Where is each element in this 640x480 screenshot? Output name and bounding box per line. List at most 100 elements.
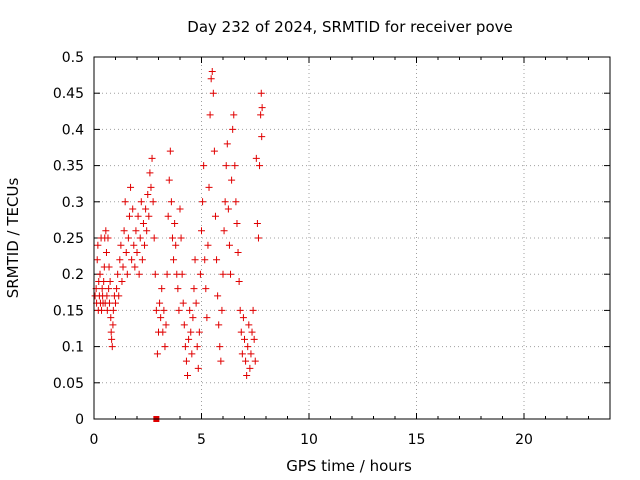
data-point: [164, 212, 172, 220]
data-point: [186, 306, 194, 314]
data-point: [171, 220, 179, 228]
data-point: [107, 328, 115, 336]
data-point: [223, 140, 231, 148]
data-point: [181, 343, 189, 351]
data-point: [258, 104, 266, 112]
y-tick-label: 0.15: [53, 303, 84, 319]
data-point: [205, 183, 213, 191]
y-tick-label: 0.3: [62, 195, 84, 211]
data-point: [235, 277, 243, 285]
data-point: [134, 212, 142, 220]
grid: [94, 57, 610, 419]
data-point: [159, 328, 167, 336]
data-point: [179, 299, 187, 307]
data-point: [145, 212, 153, 220]
data-point: [234, 248, 242, 256]
data-point: [147, 183, 155, 191]
data-point: [178, 270, 186, 278]
data-point: [100, 277, 108, 285]
data-point: [129, 205, 137, 213]
data-point: [229, 125, 237, 133]
chart-title: Day 232 of 2024, SRMTID for receiver pov…: [187, 18, 512, 36]
data-point: [231, 162, 239, 170]
data-point: [172, 241, 180, 249]
data-point: [113, 285, 121, 293]
data-point: [202, 285, 210, 293]
data-point: [109, 306, 117, 314]
data-point: [105, 285, 113, 293]
data-point: [196, 270, 204, 278]
y-tick-label: 0.2: [62, 267, 84, 283]
plot-frame: [93, 56, 611, 420]
data-point: [180, 321, 188, 329]
data-point: [199, 198, 207, 206]
data-point: [160, 306, 168, 314]
data-point: [257, 111, 265, 119]
data-point: [219, 270, 227, 278]
data-point: [203, 314, 211, 322]
data-point: [207, 75, 215, 83]
x-tick-label: 10: [300, 432, 318, 448]
data-point: [136, 234, 144, 242]
data-point: [133, 248, 141, 256]
data-point: [233, 220, 241, 228]
data-point: [232, 198, 240, 206]
data-point: [102, 248, 110, 256]
data-point: [166, 147, 174, 155]
data-point: [193, 343, 201, 351]
data-point: [156, 299, 164, 307]
data-point: [118, 277, 126, 285]
data-point: [175, 306, 183, 314]
data-point: [243, 372, 251, 380]
data-point: [256, 162, 264, 170]
data-point: [208, 67, 216, 75]
data-point: [217, 357, 225, 365]
data-point: [138, 256, 146, 264]
data-point: [103, 292, 111, 300]
data-point: [161, 343, 169, 351]
data-point: [116, 256, 124, 264]
data-point: [206, 111, 214, 119]
data-point: [102, 227, 110, 235]
data-point: [182, 357, 190, 365]
data-point: [139, 220, 147, 228]
data-point: [225, 241, 233, 249]
data-point: [141, 241, 149, 249]
data-point: [137, 198, 145, 206]
data-point: [237, 328, 245, 336]
data-point: [163, 270, 171, 278]
data-point: [177, 234, 185, 242]
data-point: [109, 321, 117, 329]
data-point: [132, 227, 140, 235]
data-point: [103, 306, 111, 314]
x-tick-label: 0: [90, 432, 99, 448]
y-tick-label: 0.1: [62, 340, 84, 356]
data-point: [250, 335, 258, 343]
data-point: [122, 248, 130, 256]
data-point: [149, 198, 157, 206]
data-point: [245, 321, 253, 329]
x-tick-label: 5: [197, 432, 206, 448]
data-point: [204, 241, 212, 249]
data-point: [190, 285, 198, 293]
data-point: [236, 306, 244, 314]
data-point: [107, 314, 115, 322]
data-point: [187, 328, 195, 336]
y-tick-label: 0.25: [53, 231, 84, 247]
data-point: [211, 212, 219, 220]
data-point: [114, 270, 122, 278]
data-point: [143, 227, 151, 235]
data-point: [162, 321, 170, 329]
data-point: [158, 285, 166, 293]
data-point: [130, 241, 138, 249]
data-point: [189, 314, 197, 322]
data-point: [117, 241, 125, 249]
x-tick-label: 15: [408, 432, 426, 448]
data-point: [165, 176, 173, 184]
data-point: [153, 350, 161, 358]
data-point: [252, 154, 260, 162]
data-point: [213, 256, 221, 264]
data-point: [170, 256, 178, 264]
data-point: [194, 364, 202, 372]
